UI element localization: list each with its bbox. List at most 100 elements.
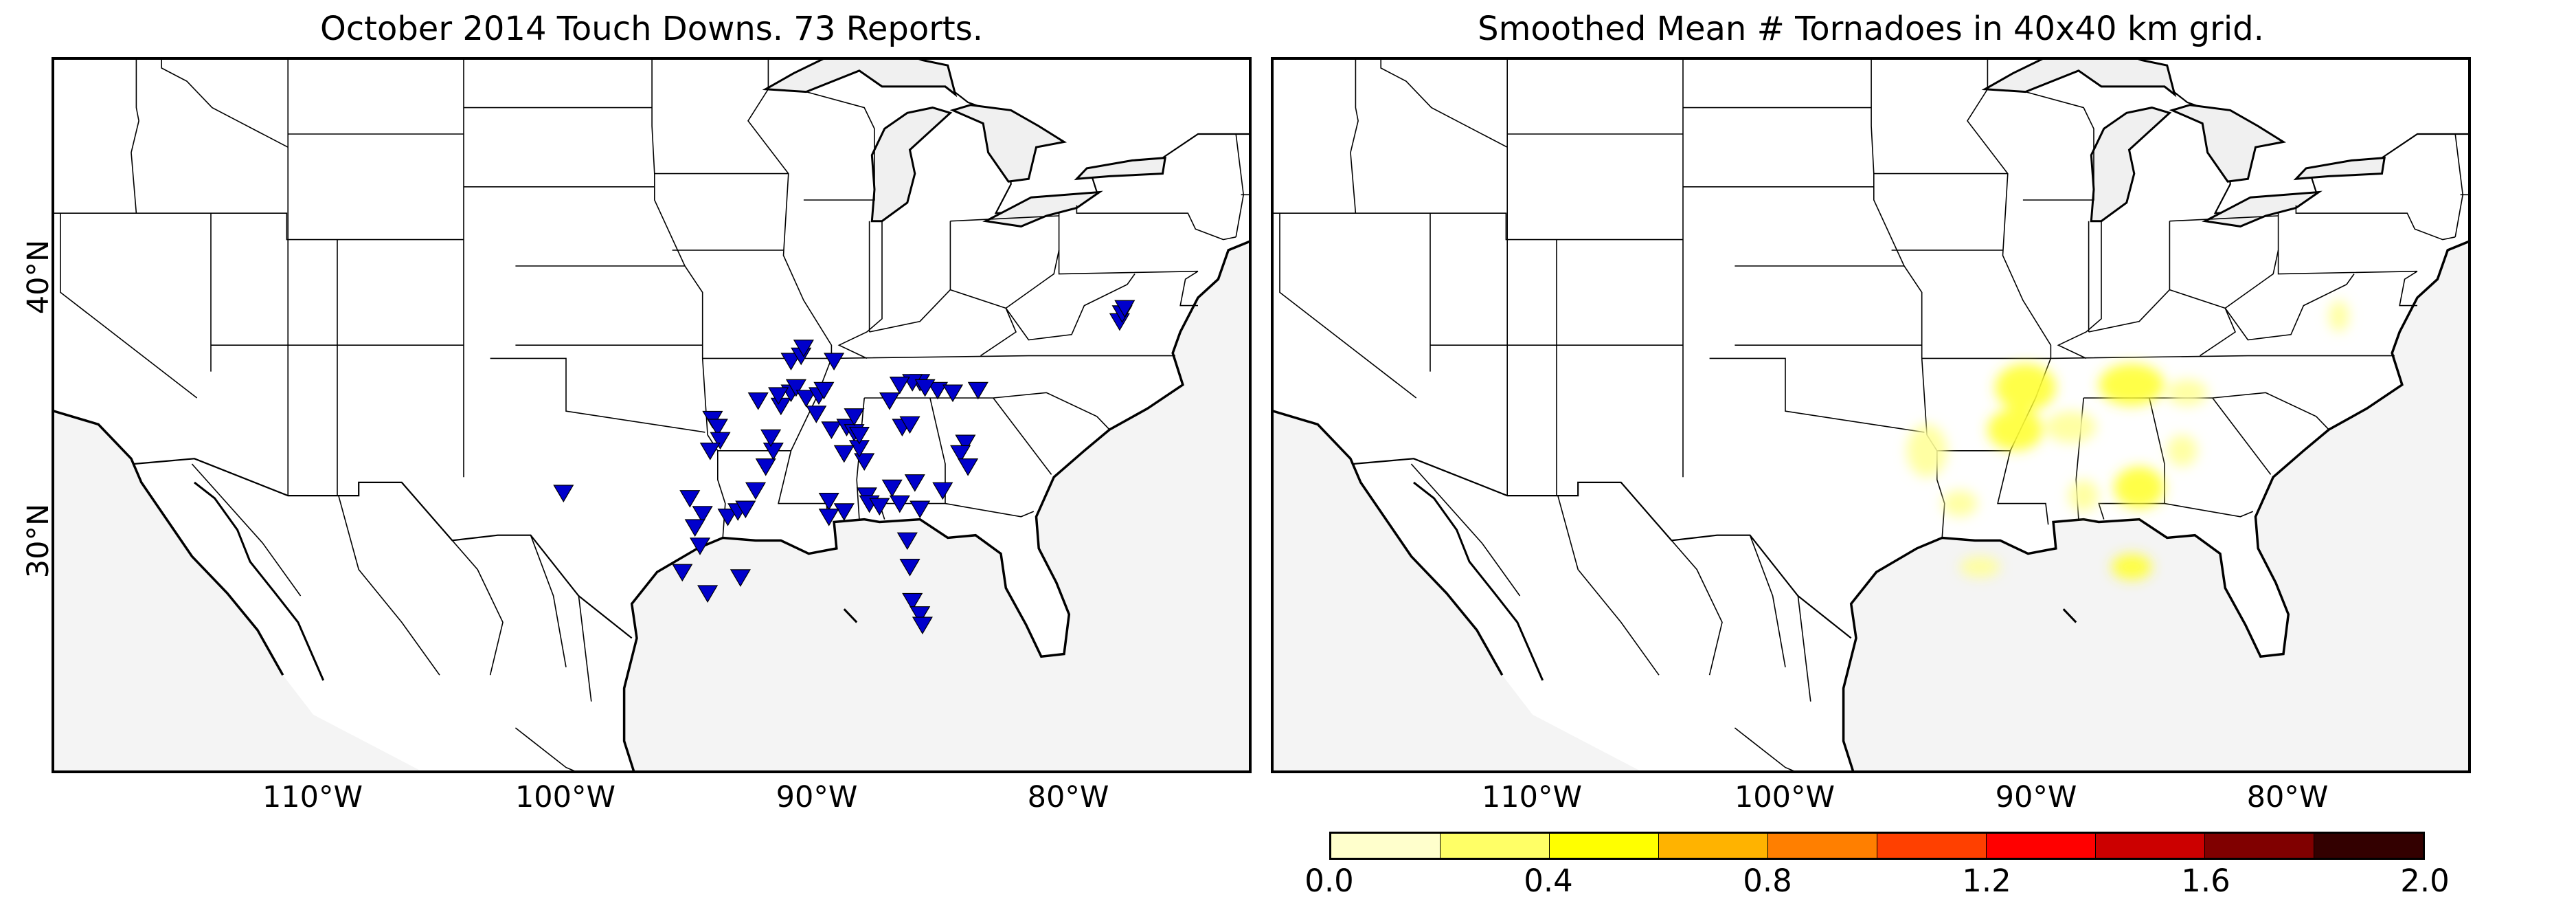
tornado-report-marker — [904, 474, 925, 492]
state-border — [2088, 221, 2171, 333]
tornado-report-marker — [848, 426, 870, 445]
tornado-report-marker — [927, 381, 949, 400]
right-map — [1271, 57, 2471, 773]
state-border — [2224, 274, 2355, 341]
tornado-report-marker — [818, 492, 839, 511]
tornado-report-marker — [672, 564, 693, 582]
state-border — [864, 392, 1110, 430]
state-border — [945, 502, 1035, 518]
left-map — [52, 57, 1252, 773]
right-panel-title: Smoothed Mean # Tornadoes in 40x40 km gr… — [1478, 10, 2264, 48]
coastline-west — [1274, 410, 1504, 676]
lake-michigan — [2090, 107, 2172, 223]
right-map-svg — [1274, 60, 2468, 770]
density-blob — [2167, 379, 2208, 406]
state-border — [1274, 212, 1683, 241]
state-border — [869, 221, 951, 333]
colorbar-segment — [1877, 834, 1987, 858]
state-border — [490, 357, 705, 433]
state-border — [1410, 463, 1521, 597]
density-blob — [2167, 434, 2197, 467]
tornado-report-marker — [932, 482, 953, 500]
tornado-report-marker — [806, 406, 827, 423]
land-group — [54, 60, 1249, 770]
tornado-report-marker — [679, 490, 701, 508]
colorbar-segment — [1987, 834, 2096, 858]
state-border — [2169, 215, 2279, 222]
colorbar-segment — [2205, 834, 2314, 858]
density-field — [1906, 300, 2349, 580]
tornado-report-marker — [755, 458, 776, 476]
tornado-report-marker — [747, 392, 769, 410]
tornado-report-marker — [793, 340, 814, 357]
tornado-report-marker — [1114, 300, 1136, 318]
state-border — [54, 212, 464, 241]
state-border — [2169, 249, 2279, 309]
lat-label-30n: 30°N — [21, 503, 56, 579]
colorbar-segment — [1768, 834, 1877, 858]
state-border — [1279, 213, 1417, 399]
state-border — [950, 215, 1059, 222]
state-border — [60, 213, 198, 399]
lon-label-100w-left: 100°W — [515, 780, 616, 814]
state-border — [837, 221, 883, 359]
state-border — [2022, 91, 2094, 201]
lon-label-90w-left: 90°W — [776, 780, 858, 814]
lake-outline — [2062, 608, 2077, 623]
lon-label-90w-right: 90°W — [1995, 780, 2077, 814]
tornado-report-marker — [821, 421, 842, 439]
colorbar-tick-1: 0.4 — [1524, 863, 1573, 899]
colorbar-tick-3: 1.2 — [1962, 863, 2011, 899]
gulf-of-california — [1413, 481, 1544, 681]
tornado-report-marker — [692, 506, 713, 524]
colorbar — [1329, 832, 2425, 860]
state-border — [1709, 357, 1925, 433]
state-border — [2399, 271, 2418, 307]
state-border — [993, 397, 1052, 475]
lake-superior — [762, 60, 958, 98]
state-border — [1749, 535, 1786, 667]
lon-label-110w-left: 110°W — [262, 780, 363, 814]
tornado-report-marker — [684, 519, 705, 537]
state-border — [831, 355, 1175, 359]
tornado-report-marker — [699, 442, 721, 460]
state-border — [2295, 205, 2456, 241]
colorbar-tick-2: 0.8 — [1743, 863, 1792, 899]
tornado-report-marker — [745, 482, 767, 500]
tornado-report-marker — [768, 387, 789, 405]
tornado-report-marker — [896, 532, 918, 551]
tornado-report-marker — [909, 500, 931, 519]
tornado-report-marker — [818, 508, 839, 526]
tornado-report-marker — [902, 592, 923, 611]
tornado-report-marker — [958, 458, 979, 476]
lon-label-100w-right: 100°W — [1734, 780, 1835, 814]
colorbar-tick-5: 2.0 — [2400, 863, 2450, 899]
state-border — [2050, 355, 2395, 359]
tornado-report-marker — [950, 445, 971, 463]
density-blob — [1906, 424, 1947, 478]
state-border — [1179, 271, 1199, 307]
state-border — [2057, 221, 2102, 359]
density-blob — [2046, 411, 2097, 443]
density-blob — [1987, 408, 2044, 451]
tornado-report-marker — [912, 617, 933, 634]
colorbar-segment — [1659, 834, 1768, 858]
state-border — [1557, 495, 1660, 676]
density-blob — [1960, 556, 2000, 578]
state-border — [1350, 60, 1359, 214]
tornado-report-marker — [813, 381, 835, 400]
tornado-report-marker — [717, 508, 738, 526]
lake-ontario — [2293, 156, 2386, 181]
state-border — [747, 60, 833, 525]
state-border — [1967, 60, 2052, 525]
state-border — [1058, 213, 1199, 275]
colorbar-tick-0: 0.0 — [1304, 863, 1354, 899]
tornado-report-marker — [785, 379, 806, 397]
gulf-of-california — [194, 481, 325, 681]
tornado-report-marker — [707, 419, 728, 436]
tornado-report-marker — [795, 390, 817, 408]
colorbar-segment — [1550, 834, 1659, 858]
state-border — [161, 60, 289, 148]
state-border — [1734, 727, 1794, 770]
density-blob — [2099, 364, 2165, 406]
